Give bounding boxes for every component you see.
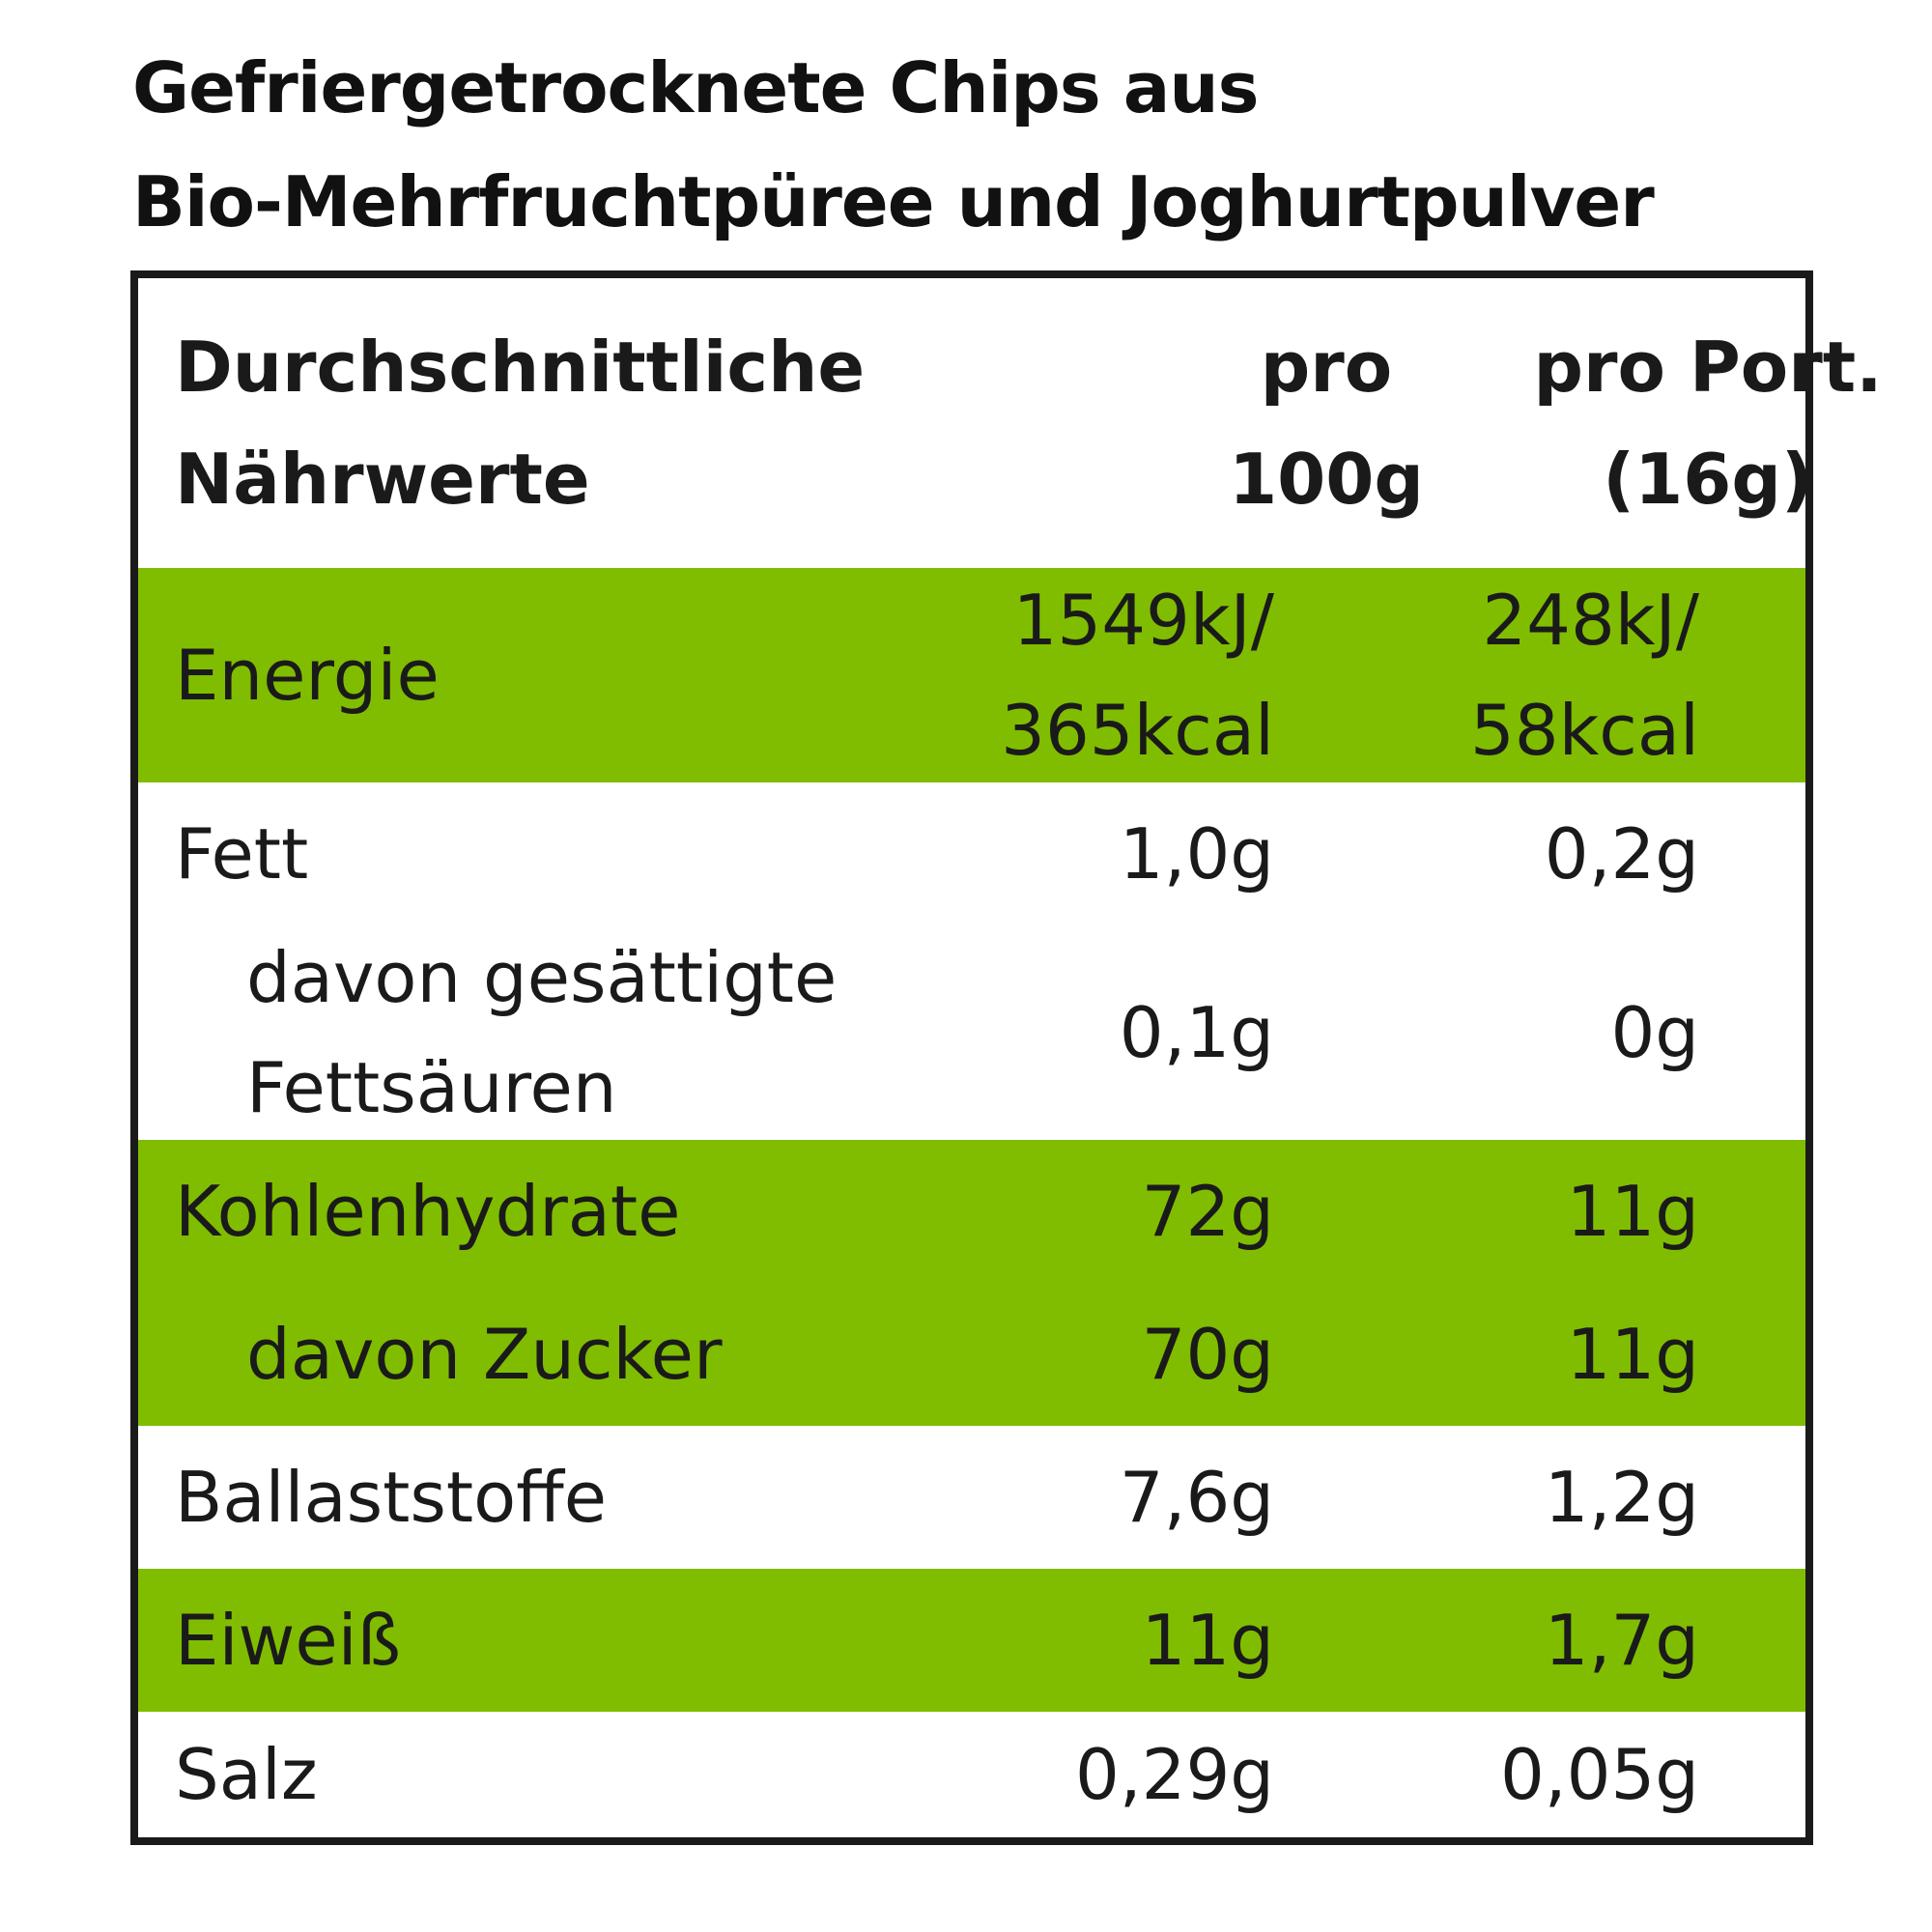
value-per-portion: 0,05g: [1499, 1734, 1699, 1815]
product-title: Gefriergetrocknete Chips aus Bio-Mehrfru…: [132, 31, 1655, 259]
header-label-line-2: Nährwerte: [175, 439, 590, 520]
value-per-portion-line-1: 248kJ/: [1482, 580, 1699, 661]
table-row-kohlenhydrate: Kohlenhydrate 72g 11g: [138, 1140, 1805, 1283]
value-per-100g: 0,29g: [1074, 1734, 1274, 1815]
value-per-portion: 248kJ/ 58kcal: [1470, 568, 1699, 782]
header-label-line-1: Durchschnittliche: [175, 327, 866, 408]
header-per-portion-line-2: (16g): [1603, 439, 1813, 520]
header-per-100g-line-1: pro: [1260, 327, 1393, 408]
value-per-portion: 11g: [1566, 1314, 1699, 1395]
row-label: davon Zucker: [246, 1314, 723, 1395]
table-row-group-kohlenhydrate: Kohlenhydrate 72g 11g davon Zucker 70g 1…: [138, 1140, 1805, 1426]
header-per-100g: pro 100g: [1065, 278, 1587, 568]
value-per-100g-line-2: 365kcal: [1001, 690, 1274, 771]
header-per-100g-line-2: 100g: [1229, 439, 1424, 520]
header-label: Durchschnittliche Nährwerte: [175, 278, 865, 568]
table-row-energie: Energie 1549kJ/ 365kcal 248kJ/ 58kcal: [138, 568, 1805, 782]
value-per-100g: 11g: [1141, 1600, 1274, 1681]
value-per-100g: 72g: [1141, 1171, 1274, 1252]
table-row-zucker: davon Zucker 70g 11g: [138, 1283, 1805, 1426]
row-label: Energie: [175, 635, 440, 716]
table-row-gesaettigte-fettsaeuren: davon gesättigte Fettsäuren 0,1g 0g: [138, 925, 1805, 1140]
value-per-100g: 0,1g: [1119, 992, 1274, 1073]
value-per-portion: 1,2g: [1544, 1457, 1699, 1538]
value-per-portion: 0,2g: [1544, 813, 1699, 895]
table-row-eiweiss: Eiweiß 11g 1,7g: [138, 1569, 1805, 1712]
value-per-portion-line-2: 58kcal: [1469, 690, 1699, 771]
row-label: Salz: [175, 1734, 318, 1815]
value-per-100g: 1549kJ/ 365kcal: [1001, 568, 1274, 782]
table-row-fett: Fett 1,0g 0,2g: [138, 782, 1805, 925]
row-label-line-1: davon gesättigte: [246, 937, 838, 1018]
value-per-portion: 1,7g: [1544, 1600, 1699, 1681]
row-label: Eiweiß: [175, 1600, 402, 1681]
row-label: Ballaststoffe: [175, 1457, 608, 1538]
row-label-line-2: Fettsäuren: [246, 1047, 617, 1128]
table-header-row: Durchschnittliche Nährwerte pro 100g pro…: [138, 278, 1883, 568]
row-label: Fett: [175, 813, 309, 895]
nutrition-table: Durchschnittliche Nährwerte pro 100g pro…: [130, 270, 1883, 1845]
table-row-salz: Salz 0,29g 0,05g: [138, 1712, 1805, 1837]
row-label: Kohlenhydrate: [175, 1171, 681, 1252]
product-title-line-1: Gefriergetrocknete Chips aus: [132, 47, 1259, 128]
value-per-100g: 7,6g: [1119, 1457, 1274, 1538]
value-per-portion: 0g: [1610, 992, 1699, 1073]
header-per-portion: pro Port. (16g): [1520, 278, 1896, 568]
value-per-100g: 70g: [1141, 1314, 1274, 1395]
value-per-100g-line-1: 1549kJ/: [1012, 580, 1274, 661]
value-per-portion: 11g: [1566, 1171, 1699, 1252]
product-title-line-2: Bio-Mehrfruchtpüree und Joghurtpulver: [132, 161, 1655, 242]
row-label: davon gesättigte Fettsäuren: [246, 925, 837, 1140]
header-per-portion-line-1: pro Port.: [1533, 327, 1883, 408]
table-row-ballaststoffe: Ballaststoffe 7,6g 1,2g: [138, 1426, 1805, 1569]
value-per-100g: 1,0g: [1119, 813, 1274, 895]
